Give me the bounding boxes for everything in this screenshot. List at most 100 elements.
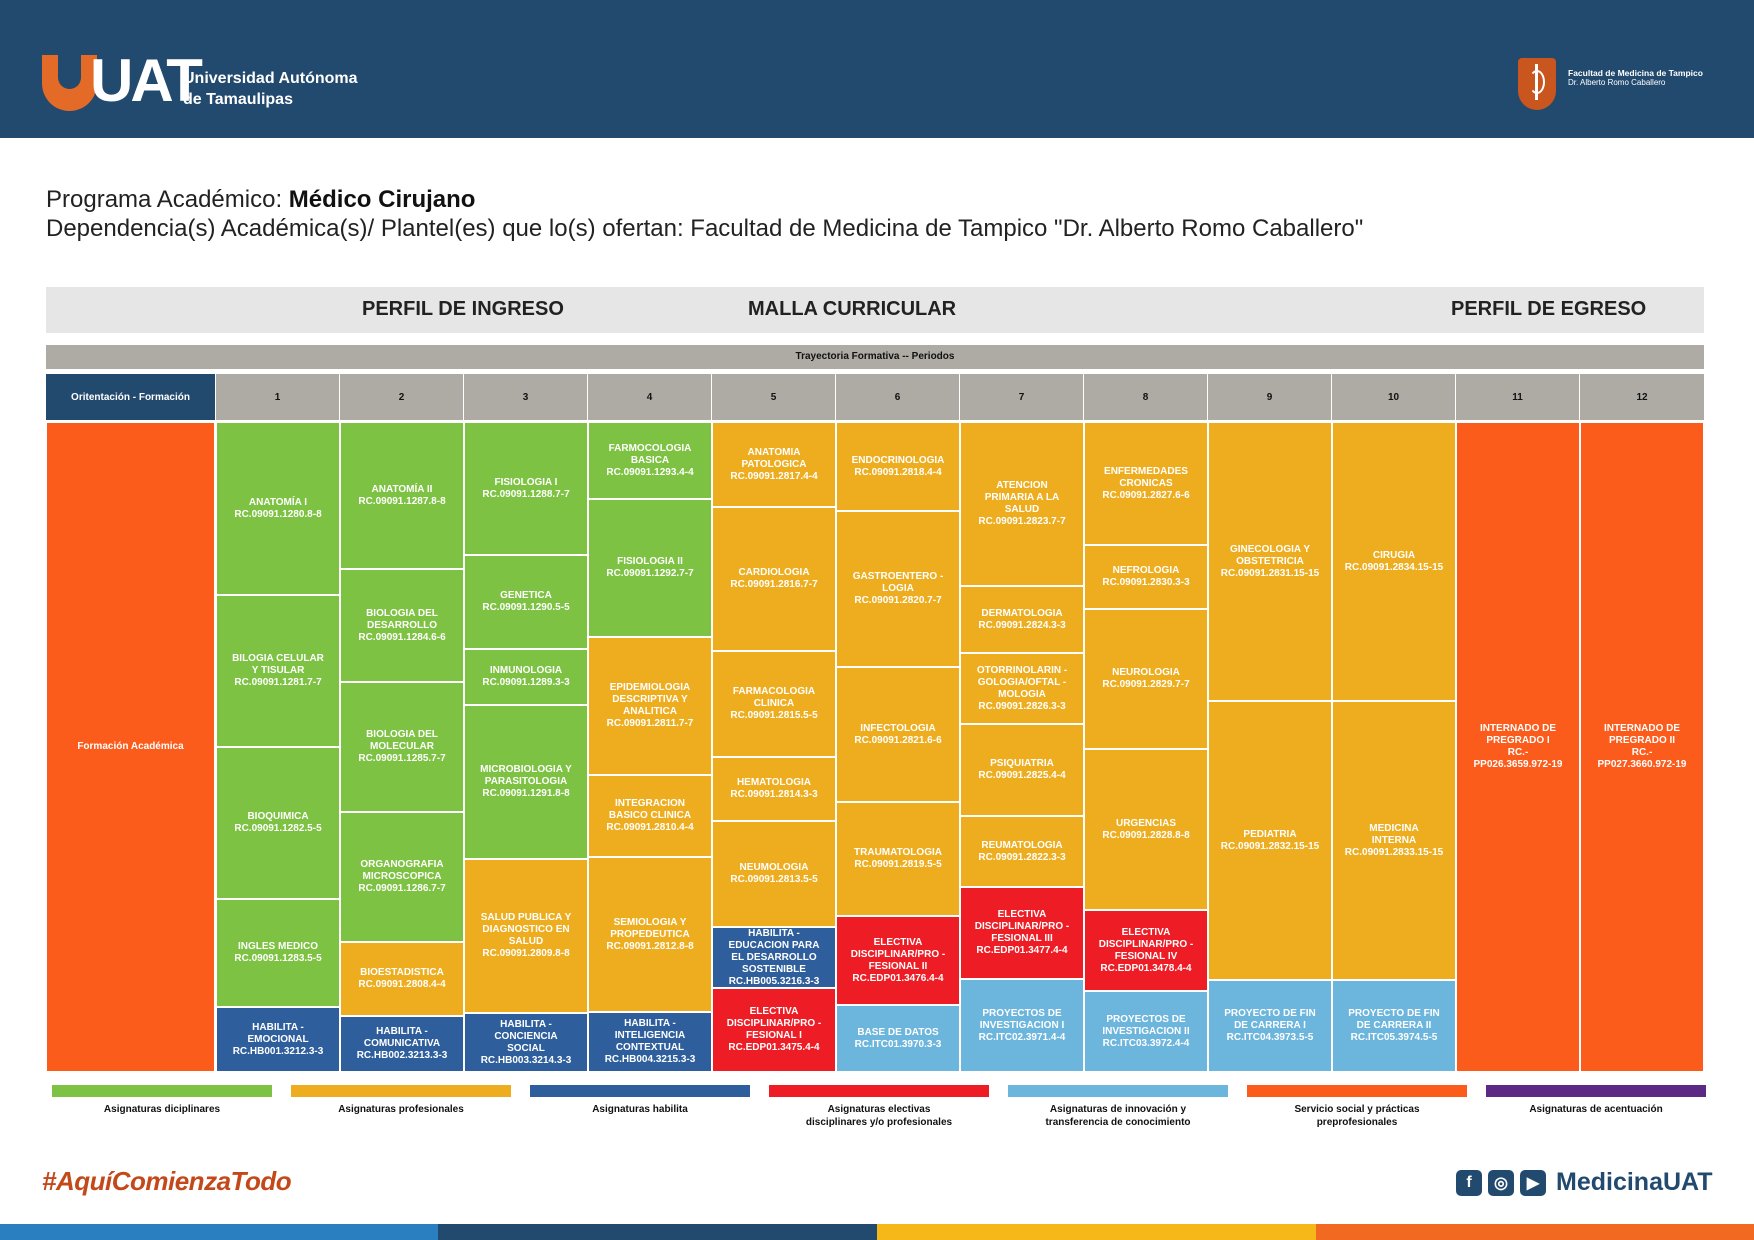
instagram-icon[interactable]: ◎ bbox=[1488, 1169, 1514, 1196]
course-p10-3: PROYECTO DE FIN DE CARRERA II RC.ITC05.3… bbox=[1332, 980, 1456, 1072]
course-p3-6: HABILITA - CONCIENCIA SOCIAL RC.HB003.32… bbox=[464, 1013, 588, 1072]
course-p8-6: PROYECTOS DE INVESTIGACION II RC.ITC03.3… bbox=[1084, 991, 1208, 1072]
faculty-logo bbox=[1518, 58, 1556, 110]
course-p5-1: ANATOMIA PATOLOGICA RC.09091.2817.4-4 bbox=[712, 422, 836, 507]
course-p7-1: ATENCION PRIMARIA A LA SALUD RC.09091.28… bbox=[960, 422, 1084, 586]
university-name: Universidad Autónoma de Tamaulipas bbox=[183, 70, 358, 108]
legend-swatch-7 bbox=[1486, 1085, 1706, 1097]
course-p2-4: ORGANOGRAFIA MICROSCOPICA RC.09091.1286.… bbox=[340, 812, 464, 942]
period-header-3: 3 bbox=[464, 374, 587, 420]
legend-label-1: Asignaturas diciplinares bbox=[103, 1104, 221, 1115]
legend-swatch-1 bbox=[52, 1085, 272, 1097]
period-header-11: 11 bbox=[1456, 374, 1579, 420]
program-name: Médico Cirujano bbox=[288, 186, 476, 213]
course-p9-2: PEDIATRIA RC.09091.2832.15-15 bbox=[1208, 701, 1332, 980]
course-p3-3: INMUNOLOGIA RC.09091.1289.3-3 bbox=[464, 649, 588, 705]
course-p5-3: FARMACOLOGIA CLINICA RC.09091.2815.5-5 bbox=[712, 651, 836, 757]
malla-curricular-title: MALLA CURRICULAR bbox=[748, 298, 957, 320]
legend-swatch-3 bbox=[530, 1085, 750, 1097]
course-p7-6: ELECTIVA DISCIPLINAR/PRO - FESIONAL III … bbox=[960, 887, 1084, 979]
row-label-formacion: Formación Académica bbox=[46, 422, 215, 1072]
course-p1-2: BILOGIA CELULAR Y TISULAR RC.09091.1281.… bbox=[216, 595, 340, 747]
course-p6-2: GASTROENTERO - LOGIA RC.09091.2820.7-7 bbox=[836, 511, 960, 667]
course-p4-2: FISIOLOGIA II RC.09091.1292.7-7 bbox=[588, 499, 712, 637]
period-header-1: 1 bbox=[216, 374, 339, 420]
period-header-9: 9 bbox=[1208, 374, 1331, 420]
program-dependency: Dependencia(s) Académica(s)/ Plantel(es)… bbox=[46, 215, 1364, 242]
course-p2-3: BIOLOGIA DEL MOLECULAR RC.09091.1285.7-7 bbox=[340, 682, 464, 812]
period-header-2: 2 bbox=[340, 374, 463, 420]
course-p4-4: INTEGRACION BASICO CLINICA RC.09091.2810… bbox=[588, 775, 712, 857]
course-p4-6: HABILITA - INTELIGENCIA CONTEXTUAL RC.HB… bbox=[588, 1012, 712, 1072]
course-p10-1: CIRUGIA RC.09091.2834.15-15 bbox=[1332, 422, 1456, 701]
faculty-name: Facultad de Medicina de Tampico Dr. Albe… bbox=[1568, 68, 1703, 87]
period-header-6: 6 bbox=[836, 374, 959, 420]
course-p6-6: BASE DE DATOS RC.ITC01.3970.3-3 bbox=[836, 1005, 960, 1072]
legend-label-3: Asignaturas habilita bbox=[592, 1104, 688, 1115]
course-p8-2: NEFROLOGIA RC.09091.2830.3-3 bbox=[1084, 545, 1208, 609]
course-p9-1: GINECOLOGIA Y OBSTETRICIA RC.09091.2831.… bbox=[1208, 422, 1332, 701]
legend-swatch-2 bbox=[291, 1085, 511, 1097]
course-p1-4: INGLES MEDICO RC.09091.1283.5-5 bbox=[216, 899, 340, 1007]
course-p2-6: HABILITA - COMUNICATIVA RC.HB002.3213.3-… bbox=[340, 1016, 464, 1072]
course-p8-4: URGENCIAS RC.09091.2828.8-8 bbox=[1084, 749, 1208, 910]
period-header-8: 8 bbox=[1084, 374, 1207, 420]
legend-label-4: Asignaturas electivas disciplinares y/o … bbox=[805, 1104, 953, 1128]
course-p11-1: INTERNADO DE PREGRADO I RC.- PP026.3659.… bbox=[1456, 422, 1580, 1072]
facebook-icon[interactable]: f bbox=[1456, 1169, 1482, 1196]
hashtag: #AquíComienzaTodo bbox=[42, 1166, 292, 1196]
legend-swatch-6 bbox=[1247, 1085, 1467, 1097]
course-p8-1: ENFERMEDADES CRONICAS RC.09091.2827.6-6 bbox=[1084, 422, 1208, 545]
course-p2-5: BIOESTADISTICA RC.09091.2808.4-4 bbox=[340, 942, 464, 1016]
period-header-7: 7 bbox=[960, 374, 1083, 420]
course-p1-1: ANATOMÍA I RC.09091.1280.8-8 bbox=[216, 422, 340, 595]
orientation-header: Oritentación - Formación bbox=[46, 374, 215, 420]
uat-logo-text: UAT bbox=[90, 47, 203, 114]
course-p6-1: ENDOCRINOLOGIA RC.09091.2818.4-4 bbox=[836, 422, 960, 511]
period-header-12: 12 bbox=[1580, 374, 1704, 420]
footer-stripe-orange bbox=[1316, 1224, 1754, 1240]
footer-stripe-blue bbox=[0, 1224, 438, 1240]
trayectoria-header: Trayectoria Formativa -- Periodos bbox=[46, 345, 1704, 369]
course-p7-5: REUMATOLOGIA RC.09091.2822.3-3 bbox=[960, 816, 1084, 887]
course-p7-3: OTORRINOLARIN - GOLOGIA/OFTAL - MOLOGIA … bbox=[960, 653, 1084, 724]
perfil-ingreso-title: PERFIL DE INGRESO bbox=[362, 298, 564, 320]
course-p1-3: BIOQUIMICA RC.09091.1282.5-5 bbox=[216, 747, 340, 899]
course-p12-1: INTERNADO DE PREGRADO II RC.- PP027.3660… bbox=[1580, 422, 1704, 1072]
course-p3-2: GENETICA RC.09091.1290.5-5 bbox=[464, 555, 588, 649]
youtube-icon[interactable]: ▶ bbox=[1520, 1169, 1546, 1196]
course-p5-2: CARDIOLOGIA RC.09091.2816.7-7 bbox=[712, 507, 836, 651]
course-p4-1: FARMOCOLOGIA BASICA RC.09091.1293.4-4 bbox=[588, 422, 712, 499]
page-header: UAT Universidad Autónoma de Tamaulipas F… bbox=[0, 0, 1754, 138]
legend-label-7: Asignaturas de acentuación bbox=[1529, 1104, 1663, 1115]
legend-label-5: Asignaturas de innovación y transferenci… bbox=[1045, 1104, 1191, 1128]
course-p8-3: NEUROLOGIA RC.09091.2829.7-7 bbox=[1084, 609, 1208, 749]
legend-swatch-4 bbox=[769, 1085, 989, 1097]
course-p5-5: NEUMOLOGIA RC.09091.2813.5-5 bbox=[712, 821, 836, 927]
titles-bar: PERFIL DE INGRESO MALLA CURRICULAR PERFI… bbox=[46, 287, 1704, 333]
course-p4-5: SEMIOLOGIA Y PROPEDEUTICA RC.09091.2812.… bbox=[588, 857, 712, 1012]
course-p7-7: PROYECTOS DE INVESTIGACION I RC.ITC02.39… bbox=[960, 979, 1084, 1072]
course-p7-4: PSIQUIATRIA RC.09091.2825.4-4 bbox=[960, 724, 1084, 816]
social-links: f ◎ ▶ MedicinaUAT bbox=[1456, 1168, 1713, 1197]
program-title: Programa Académico: Médico Cirujano bbox=[46, 186, 476, 213]
uat-logo: UAT bbox=[42, 51, 203, 111]
period-header-10: 10 bbox=[1332, 374, 1455, 420]
course-p6-5: ELECTIVA DISCIPLINAR/PRO - FESIONAL II R… bbox=[836, 916, 960, 1005]
legend-label-2: Asignaturas profesionales bbox=[338, 1104, 464, 1115]
social-handle: MedicinaUAT bbox=[1556, 1168, 1713, 1196]
course-p2-2: BIOLOGIA DEL DESARROLLO RC.09091.1284.6-… bbox=[340, 569, 464, 682]
course-p3-1: FISIOLOGIA I RC.09091.1288.7-7 bbox=[464, 422, 588, 555]
footer-stripe-navy bbox=[438, 1224, 877, 1240]
legend-swatch-5 bbox=[1008, 1085, 1228, 1097]
course-p6-4: TRAUMATOLOGIA RC.09091.2819.5-5 bbox=[836, 802, 960, 916]
course-p10-2: MEDICINA INTERNA RC.09091.2833.15-15 bbox=[1332, 701, 1456, 980]
course-p8-5: ELECTIVA DISCIPLINAR/PRO - FESIONAL IV R… bbox=[1084, 910, 1208, 991]
period-header-4: 4 bbox=[588, 374, 711, 420]
course-p3-4: MICROBIOLOGIA Y PARASITOLOGIA RC.09091.1… bbox=[464, 705, 588, 859]
course-p4-3: EPIDEMIOLOGIA DESCRIPTIVA Y ANALITICA RC… bbox=[588, 637, 712, 775]
course-p3-5: SALUD PUBLICA Y DIAGNOSTICO EN SALUD RC.… bbox=[464, 859, 588, 1013]
footer-stripe-yellow bbox=[877, 1224, 1316, 1240]
legend-label-6: Servicio social y prácticas preprofesion… bbox=[1294, 1104, 1420, 1128]
course-p2-1: ANATOMÍA II RC.09091.1287.8-8 bbox=[340, 422, 464, 569]
